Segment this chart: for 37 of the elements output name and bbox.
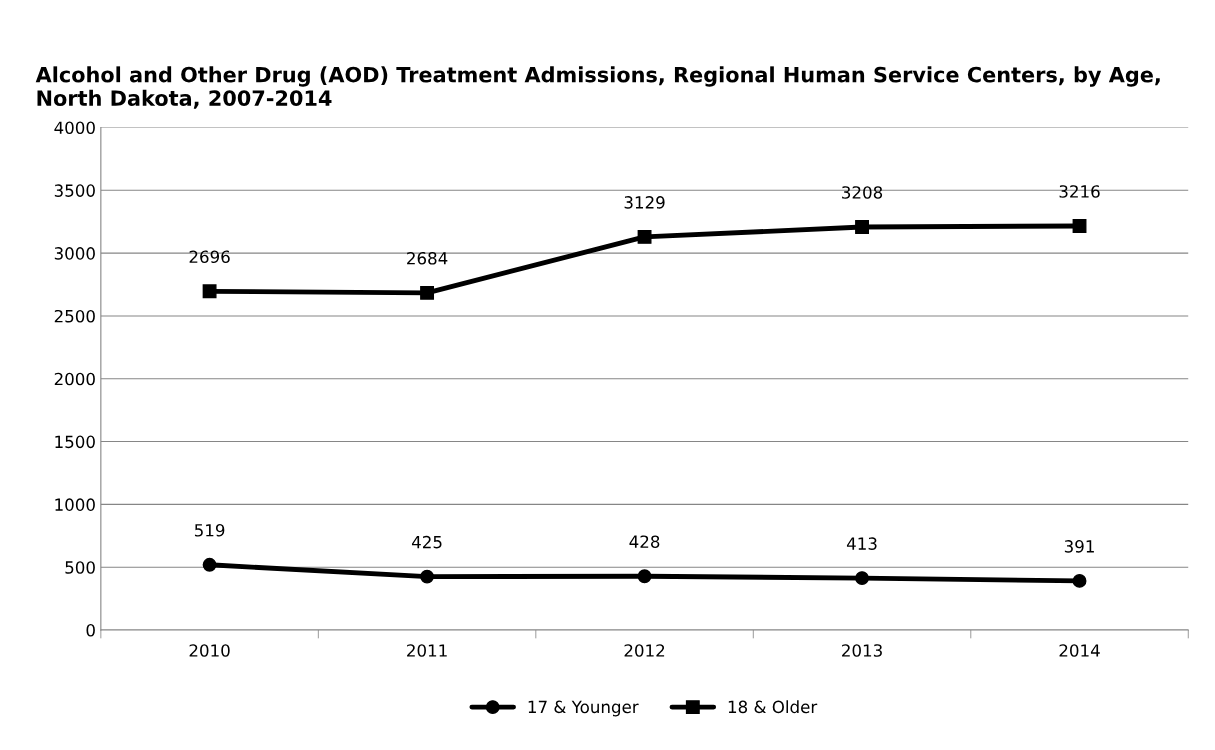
y-tick-label: 2500 [54, 309, 95, 323]
data-label: 428 [629, 535, 660, 548]
x-tick-label: 2013 [842, 644, 882, 657]
point [1072, 573, 1087, 588]
data-label: 3208 [842, 186, 883, 199]
legend-label: 18 & Older [728, 700, 818, 714]
y-tick-label: 1500 [55, 435, 95, 449]
point [420, 569, 435, 584]
data-label: 2684 [407, 251, 448, 265]
y-tick-label: 2000 [54, 372, 95, 386]
point [202, 557, 217, 572]
y-tick-label: 4000 [54, 121, 95, 135]
data-label: 425 [411, 535, 442, 549]
data-label: 519 [194, 523, 225, 537]
point [637, 569, 652, 584]
y-tick-label: 500 [65, 561, 95, 574]
chart-title: Alcohol and Other Drug (AOD) Treatment Admissions, Regional Human Service Centers, by Age, North Dakota, 2007-2014 [35, 66, 1160, 109]
data-label: 2696 [189, 250, 230, 264]
legend-label: 17 & Younger [528, 700, 639, 717]
point [637, 229, 652, 244]
data-label: 413 [846, 537, 877, 550]
point [1072, 219, 1087, 233]
x-tick-label: 2012 [624, 644, 665, 657]
point [420, 285, 435, 300]
data-label: 3129 [624, 196, 665, 209]
x-tick-label: 2014 [1059, 644, 1100, 657]
point [855, 220, 869, 234]
y-tick-label: 1000 [55, 498, 95, 511]
data-label: 3216 [1059, 185, 1100, 198]
y-tick-label: 3500 [54, 184, 95, 197]
x-tick-label: 2010 [189, 644, 230, 657]
y-tick-label: 0 [86, 623, 95, 637]
point [202, 284, 217, 299]
x-tick-label: 2011 [407, 644, 447, 657]
data-label: 391 [1064, 540, 1094, 553]
point [855, 571, 869, 586]
y-tick-label: 3000 [54, 247, 95, 260]
